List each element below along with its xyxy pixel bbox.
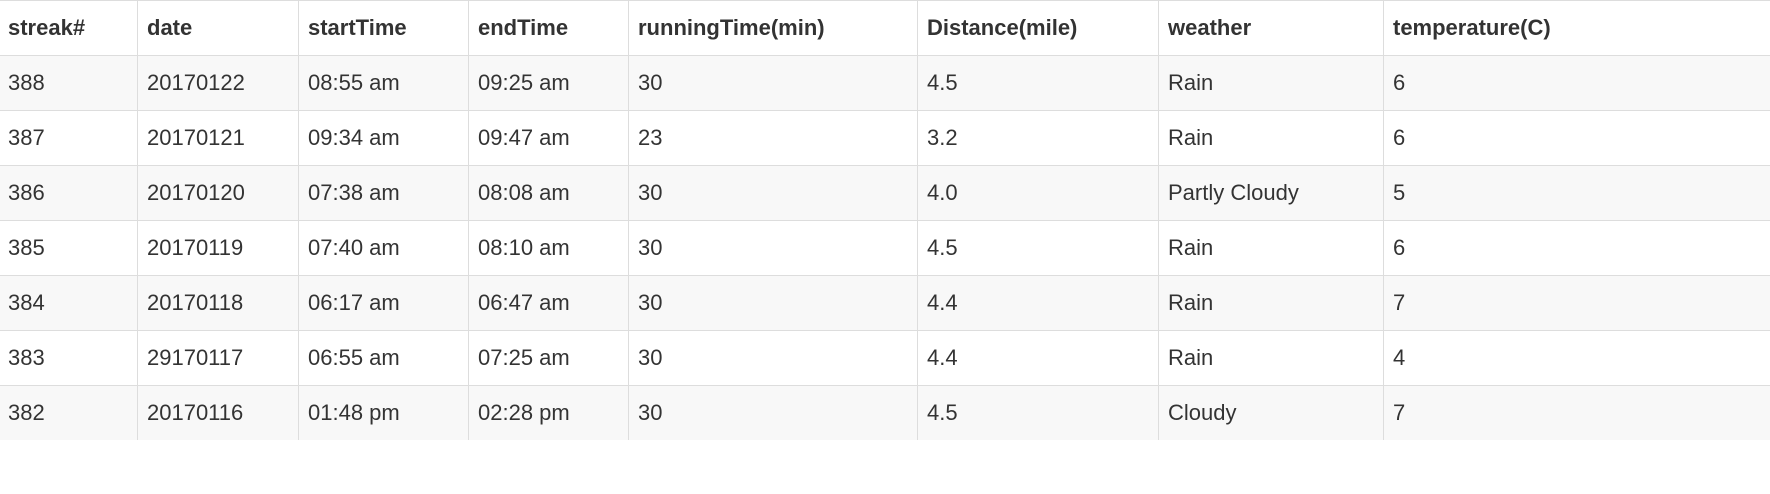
cell-start-time: 08:55 am (298, 55, 469, 111)
cell-weather: Rain (1158, 220, 1384, 276)
table-row: 388 20170122 08:55 am 09:25 am 30 4.5 Ra… (0, 55, 1770, 111)
cell-distance: 4.5 (917, 220, 1159, 276)
cell-distance: 4.5 (917, 385, 1159, 440)
cell-start-time: 06:17 am (298, 275, 469, 331)
header-row: streak# date startTime endTime runningTi… (0, 0, 1770, 56)
table-row: 387 20170121 09:34 am 09:47 am 23 3.2 Ra… (0, 110, 1770, 166)
cell-weather: Rain (1158, 110, 1384, 166)
cell-streak: 388 (0, 55, 138, 111)
cell-temperature: 7 (1383, 275, 1770, 331)
header-running-time: runningTime(min) (628, 0, 918, 56)
cell-start-time: 07:40 am (298, 220, 469, 276)
cell-weather: Cloudy (1158, 385, 1384, 440)
cell-running-time: 30 (628, 55, 918, 111)
table-row: 386 20170120 07:38 am 08:08 am 30 4.0 Pa… (0, 165, 1770, 221)
cell-weather: Rain (1158, 55, 1384, 111)
table-row: 384 20170118 06:17 am 06:47 am 30 4.4 Ra… (0, 275, 1770, 331)
cell-date: 20170118 (137, 275, 299, 331)
table-row: 382 20170116 01:48 pm 02:28 pm 30 4.5 Cl… (0, 385, 1770, 440)
cell-streak: 386 (0, 165, 138, 221)
header-temperature: temperature(C) (1383, 0, 1770, 56)
cell-streak: 384 (0, 275, 138, 331)
cell-running-time: 30 (628, 165, 918, 221)
cell-streak: 383 (0, 330, 138, 386)
cell-running-time: 30 (628, 385, 918, 440)
cell-start-time: 01:48 pm (298, 385, 469, 440)
cell-start-time: 07:38 am (298, 165, 469, 221)
header-weather: weather (1158, 0, 1384, 56)
table-row: 383 29170117 06:55 am 07:25 am 30 4.4 Ra… (0, 330, 1770, 386)
cell-streak: 385 (0, 220, 138, 276)
cell-weather: Rain (1158, 275, 1384, 331)
cell-start-time: 09:34 am (298, 110, 469, 166)
cell-distance: 4.0 (917, 165, 1159, 221)
cell-start-time: 06:55 am (298, 330, 469, 386)
cell-running-time: 30 (628, 220, 918, 276)
table-header: streak# date startTime endTime runningTi… (0, 0, 1770, 56)
header-end-time: endTime (468, 0, 629, 56)
cell-streak: 387 (0, 110, 138, 166)
cell-temperature: 4 (1383, 330, 1770, 386)
cell-end-time: 09:47 am (468, 110, 629, 166)
cell-date: 20170116 (137, 385, 299, 440)
cell-temperature: 6 (1383, 110, 1770, 166)
cell-distance: 4.5 (917, 55, 1159, 111)
cell-distance: 3.2 (917, 110, 1159, 166)
cell-end-time: 09:25 am (468, 55, 629, 111)
cell-running-time: 23 (628, 110, 918, 166)
header-start-time: startTime (298, 0, 469, 56)
cell-distance: 4.4 (917, 330, 1159, 386)
cell-temperature: 6 (1383, 220, 1770, 276)
header-distance: Distance(mile) (917, 0, 1159, 56)
header-streak: streak# (0, 0, 138, 56)
cell-running-time: 30 (628, 275, 918, 331)
header-date: date (137, 0, 299, 56)
cell-distance: 4.4 (917, 275, 1159, 331)
cell-date: 29170117 (137, 330, 299, 386)
cell-temperature: 5 (1383, 165, 1770, 221)
cell-end-time: 07:25 am (468, 330, 629, 386)
cell-weather: Partly Cloudy (1158, 165, 1384, 221)
cell-end-time: 02:28 pm (468, 385, 629, 440)
table-row: 385 20170119 07:40 am 08:10 am 30 4.5 Ra… (0, 220, 1770, 276)
cell-date: 20170120 (137, 165, 299, 221)
cell-end-time: 08:10 am (468, 220, 629, 276)
cell-end-time: 08:08 am (468, 165, 629, 221)
cell-end-time: 06:47 am (468, 275, 629, 331)
cell-weather: Rain (1158, 330, 1384, 386)
table-body: 388 20170122 08:55 am 09:25 am 30 4.5 Ra… (0, 55, 1770, 440)
cell-running-time: 30 (628, 330, 918, 386)
cell-temperature: 7 (1383, 385, 1770, 440)
running-log-table: streak# date startTime endTime runningTi… (0, 0, 1770, 440)
cell-temperature: 6 (1383, 55, 1770, 111)
cell-date: 20170122 (137, 55, 299, 111)
cell-date: 20170119 (137, 220, 299, 276)
cell-streak: 382 (0, 385, 138, 440)
cell-date: 20170121 (137, 110, 299, 166)
